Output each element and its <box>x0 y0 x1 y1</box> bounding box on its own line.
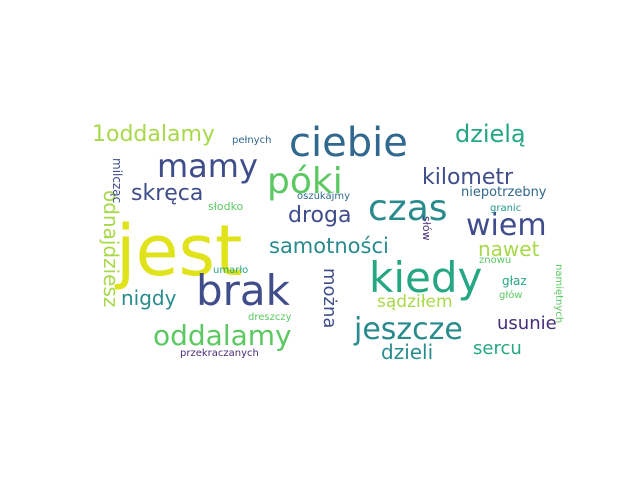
word-cloud-word: można <box>319 268 340 328</box>
word-cloud-word: nigdy <box>121 286 177 310</box>
word-cloud-word: póki <box>267 161 343 202</box>
word-cloud-word: pełnych <box>232 135 271 146</box>
word-cloud-word: jeszcze <box>353 312 463 347</box>
word-cloud-word: kilometr <box>422 165 514 190</box>
word-cloud-word: sercu <box>473 338 522 359</box>
word-cloud-word: przekraczanych <box>180 348 259 359</box>
word-cloud-word: znowu <box>479 255 511 266</box>
word-cloud-word: 1oddalamy <box>92 122 215 147</box>
word-cloud-word: skręca <box>131 181 203 206</box>
word-cloud-word: niepotrzebny <box>461 185 547 200</box>
word-cloud-word: odnajdziesz <box>99 190 123 307</box>
word-cloud-word: głów <box>499 289 523 301</box>
word-cloud-word: czas <box>368 188 448 229</box>
word-cloud-word: ciebie <box>289 120 408 166</box>
word-cloud-word: dzieli <box>381 340 433 364</box>
word-cloud-word: dzielą <box>455 120 526 148</box>
word-cloud-word: głaz <box>502 274 527 288</box>
word-cloud-word: sądziłem <box>377 292 453 312</box>
word-cloud-word: nawet <box>478 237 540 261</box>
word-cloud-word: wiem <box>466 208 547 243</box>
word-cloud-word: droga <box>288 203 351 228</box>
word-cloud-word: kiedy <box>369 253 482 302</box>
word-cloud-word: oszukajmy <box>297 191 350 202</box>
word-cloud-word: usunie <box>497 313 557 334</box>
word-cloud-word: granic <box>490 203 521 214</box>
word-cloud-word: samotności <box>269 234 389 258</box>
word-cloud-word: oddalamy <box>153 319 292 352</box>
word-cloud-word: dreszczy <box>248 312 292 323</box>
word-cloud-word: jest <box>114 210 242 292</box>
word-cloud-word: brak <box>196 266 291 315</box>
word-cloud-word: słów <box>420 216 433 241</box>
word-cloud-word: umarło <box>213 265 248 276</box>
word-cloud-word: namiętnych <box>553 264 564 323</box>
word-cloud-word: słodko <box>208 200 244 213</box>
word-cloud-word: mamy <box>157 147 258 185</box>
word-cloud-word: milcząc <box>110 158 124 203</box>
